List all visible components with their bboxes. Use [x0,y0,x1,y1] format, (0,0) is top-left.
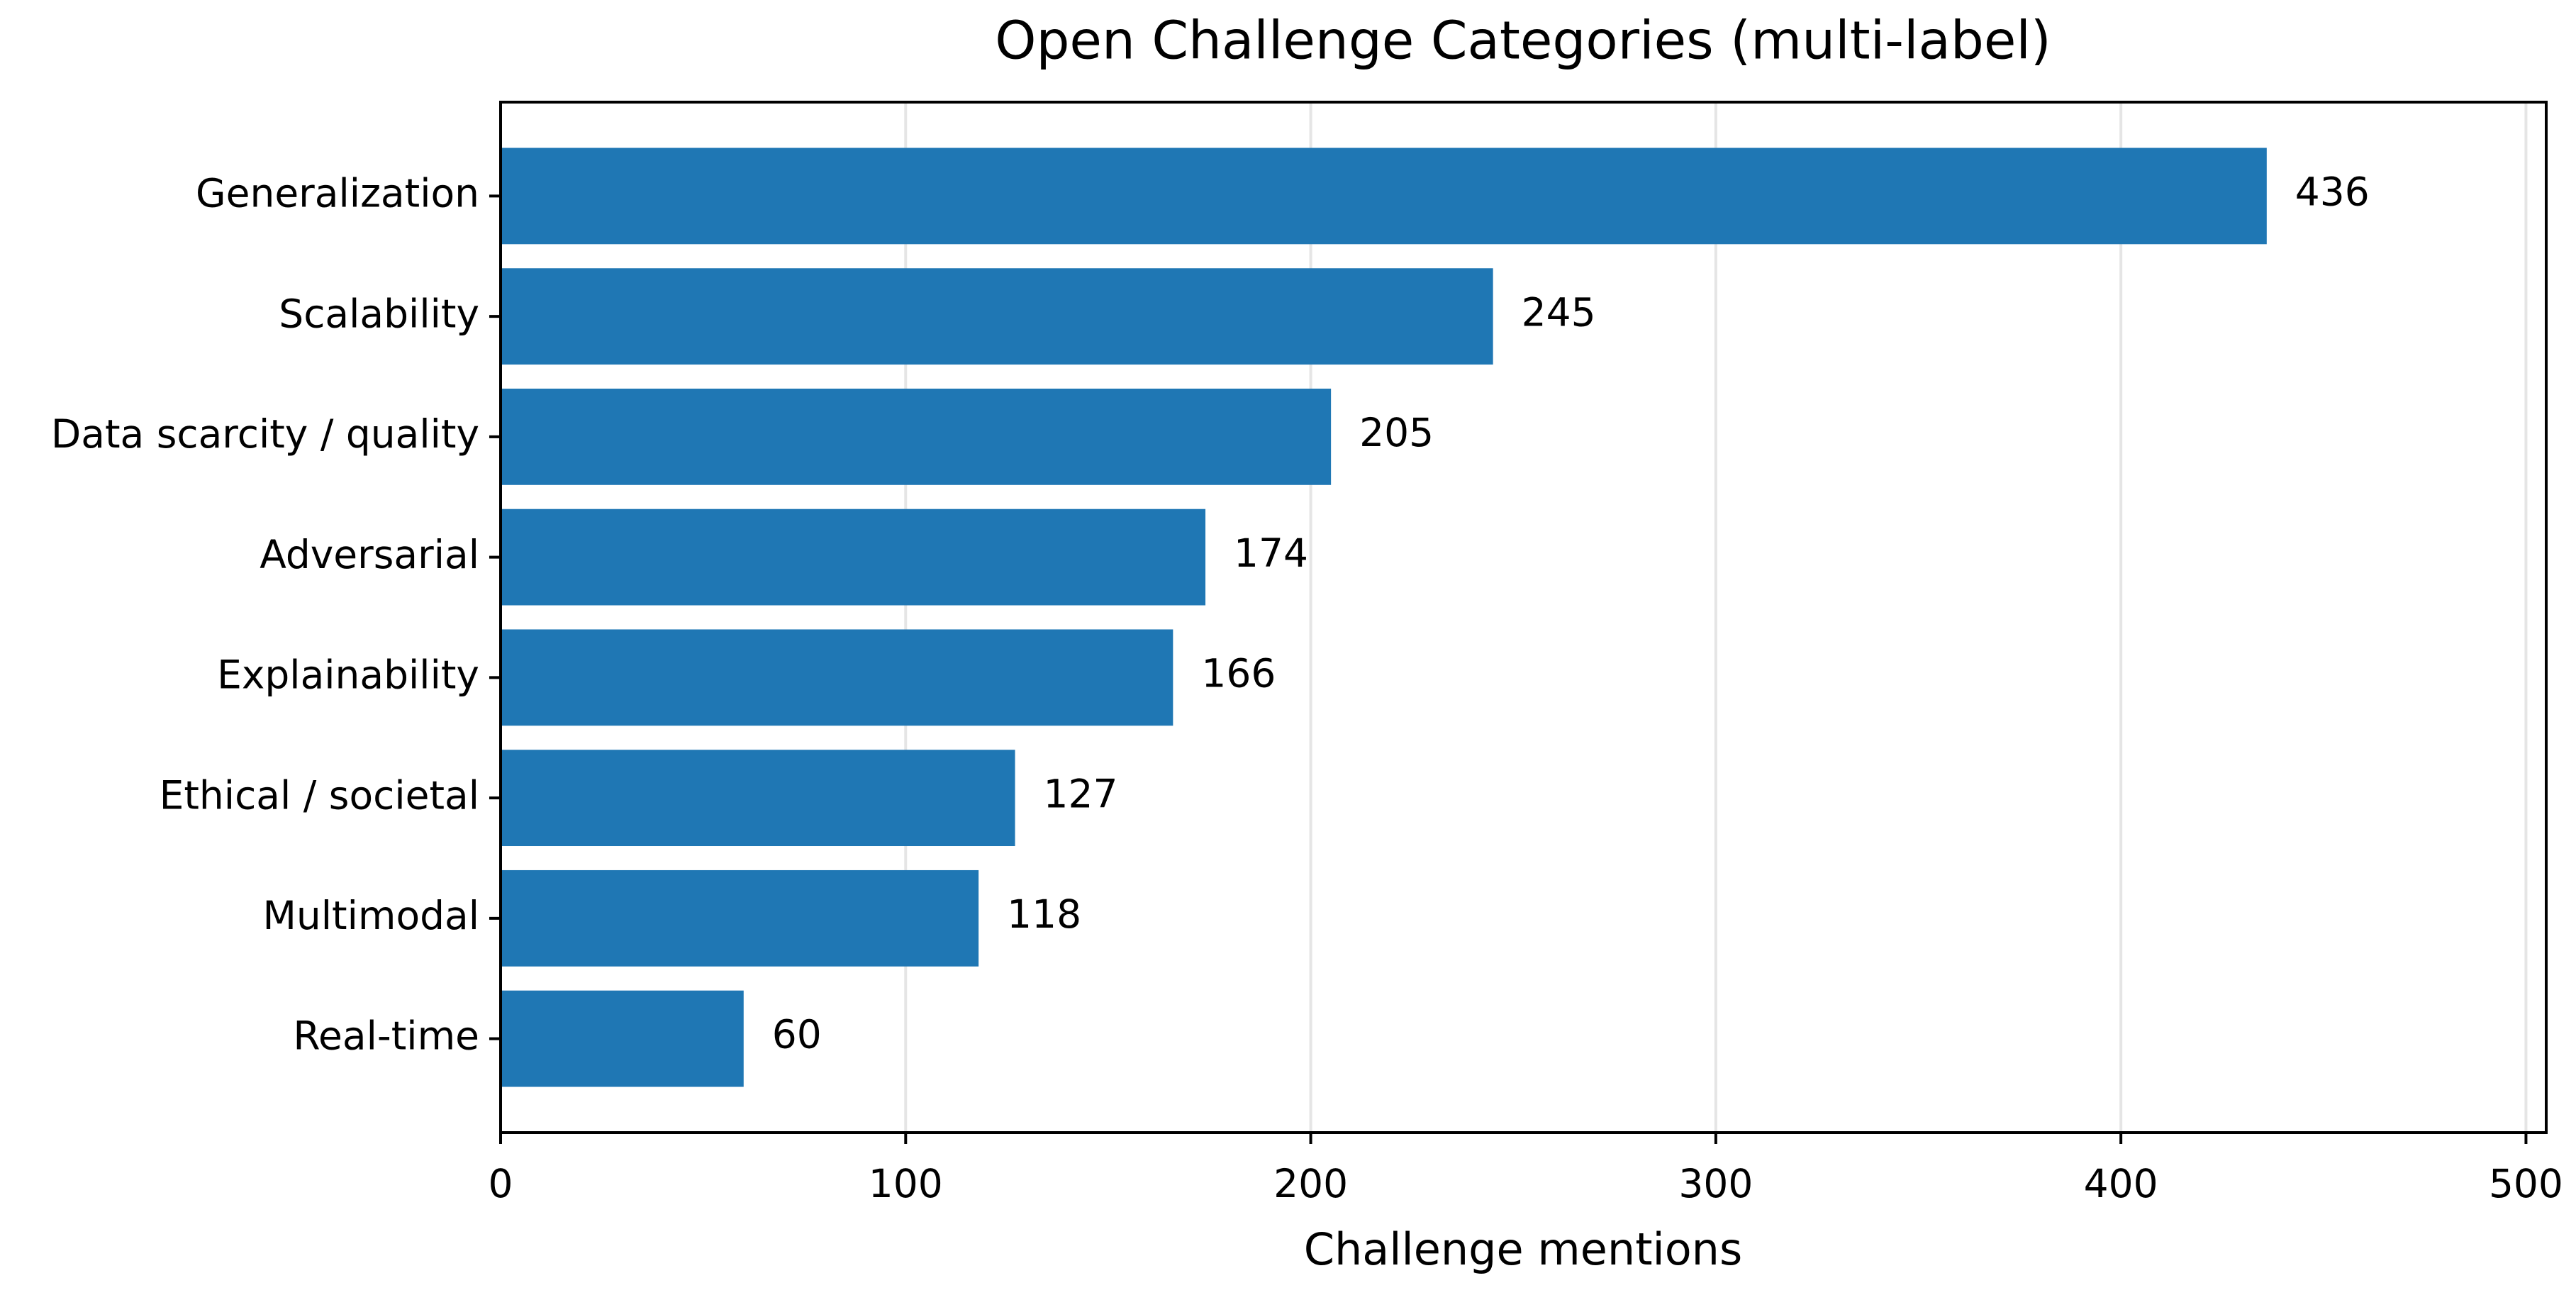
chart-title: Open Challenge Categories (multi-label) [995,11,2051,72]
value-label: 174 [1234,530,1308,576]
x-tick-label: 500 [2489,1161,2563,1206]
y-tick-label: Ethical / societal [160,772,479,818]
value-label: 118 [1007,891,1081,937]
x-tick-label: 0 [489,1161,513,1206]
bar [501,629,1173,726]
y-tick-label: Scalability [279,291,479,336]
y-tick-label: Generalization [196,171,479,216]
bar [501,388,1332,485]
x-axis-label: Challenge mentions [1304,1223,1743,1275]
y-tick-label: Multimodal [262,893,479,938]
x-tick-label: 100 [869,1161,943,1206]
bar [501,990,744,1087]
value-label: 205 [1359,410,1434,455]
bar [501,750,1015,847]
value-label: 245 [1522,289,1596,335]
y-tick-label: Real-time [293,1013,479,1059]
value-label: 127 [1044,771,1118,816]
value-label: 166 [1201,651,1276,696]
y-tick-label: Data scarcity / quality [51,411,479,457]
x-tick-label: 300 [1678,1161,1753,1206]
value-label: 436 [2295,169,2370,215]
y-tick-label: Adversarial [260,532,479,577]
bar [501,268,1493,365]
y-tick-label: Explainability [217,652,479,698]
value-label: 60 [772,1012,822,1057]
plot-frame [499,101,2548,1134]
bar [501,508,1206,606]
bar [501,869,979,967]
x-tick-label: 400 [2084,1161,2158,1206]
bar [501,148,2267,245]
x-tick-label: 200 [1273,1161,1348,1206]
